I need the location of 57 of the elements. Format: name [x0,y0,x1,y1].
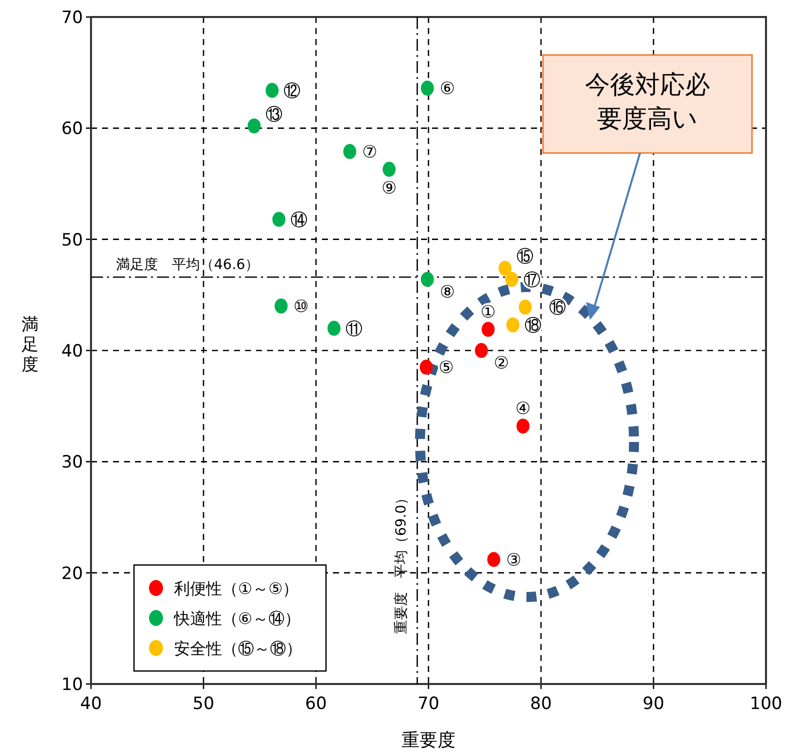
annotation: ③ [506,550,522,570]
annotation: ⑬ [266,104,283,125]
x-tick-label: 80 [530,694,552,714]
y-axis-title: 満足度 [22,315,38,375]
y-tick-label: 50 [61,230,83,250]
annotation: ⑯ [548,298,566,318]
annotation: ⑱ [524,316,542,336]
y-tick-label: 20 [61,564,83,584]
legend-label: 安全性（⑮～⑱） [174,639,302,658]
annotation: ⑨ [382,178,397,198]
point [420,272,434,287]
annotation: ⑥ [440,79,455,100]
annotation: ⑦ [362,142,378,163]
point [382,162,396,177]
annotation: 今後対応必要度高い [585,70,710,133]
annotation: ⑫ [284,81,301,102]
point [498,260,512,276]
y-tick-label: 60 [61,119,83,140]
y-tick-label: 40 [61,342,83,362]
x-axis-title: 重要度 [402,730,456,751]
legend-label: 利便性（①～⑤） [174,579,299,598]
point [420,80,434,96]
point [272,212,286,227]
x-tick-label: 40 [80,694,102,714]
y-tick-label: 70 [61,8,83,28]
point [343,144,356,160]
x-tick-label: 70 [418,694,440,714]
annotation: ⑮ [516,247,534,268]
point [420,360,433,375]
annotation: ⑪ [346,319,362,340]
point [474,343,488,358]
x-tick-label: 60 [305,694,327,714]
annotation: ① [480,302,496,322]
point [482,322,495,337]
point [487,552,500,567]
annotation: ⑭ [290,210,308,230]
annotation: ② [494,354,509,374]
x-tick-label: 90 [642,694,664,714]
point [505,272,518,287]
point [266,82,279,98]
annotation: ⑩ [294,297,309,318]
point [248,118,261,134]
ref-line-label: 満足度 平均（46.6） [116,257,260,274]
y-tick-label: 30 [61,452,83,473]
point [506,317,520,332]
point [516,418,530,434]
legend-label: 快適性（⑥～⑭） [173,609,300,628]
annotation: ④ [515,399,531,420]
point [328,320,340,336]
annotation: ⑤ [438,358,454,378]
annotation: ⑧ [440,282,455,302]
x-tick-label: 50 [192,694,214,714]
point [518,300,532,315]
x-tick-label: 100 [750,694,782,714]
point [274,298,288,314]
y-tick-label: 10 [61,675,83,695]
ref-line-label: 重要度 平均（69.0） [393,490,410,634]
